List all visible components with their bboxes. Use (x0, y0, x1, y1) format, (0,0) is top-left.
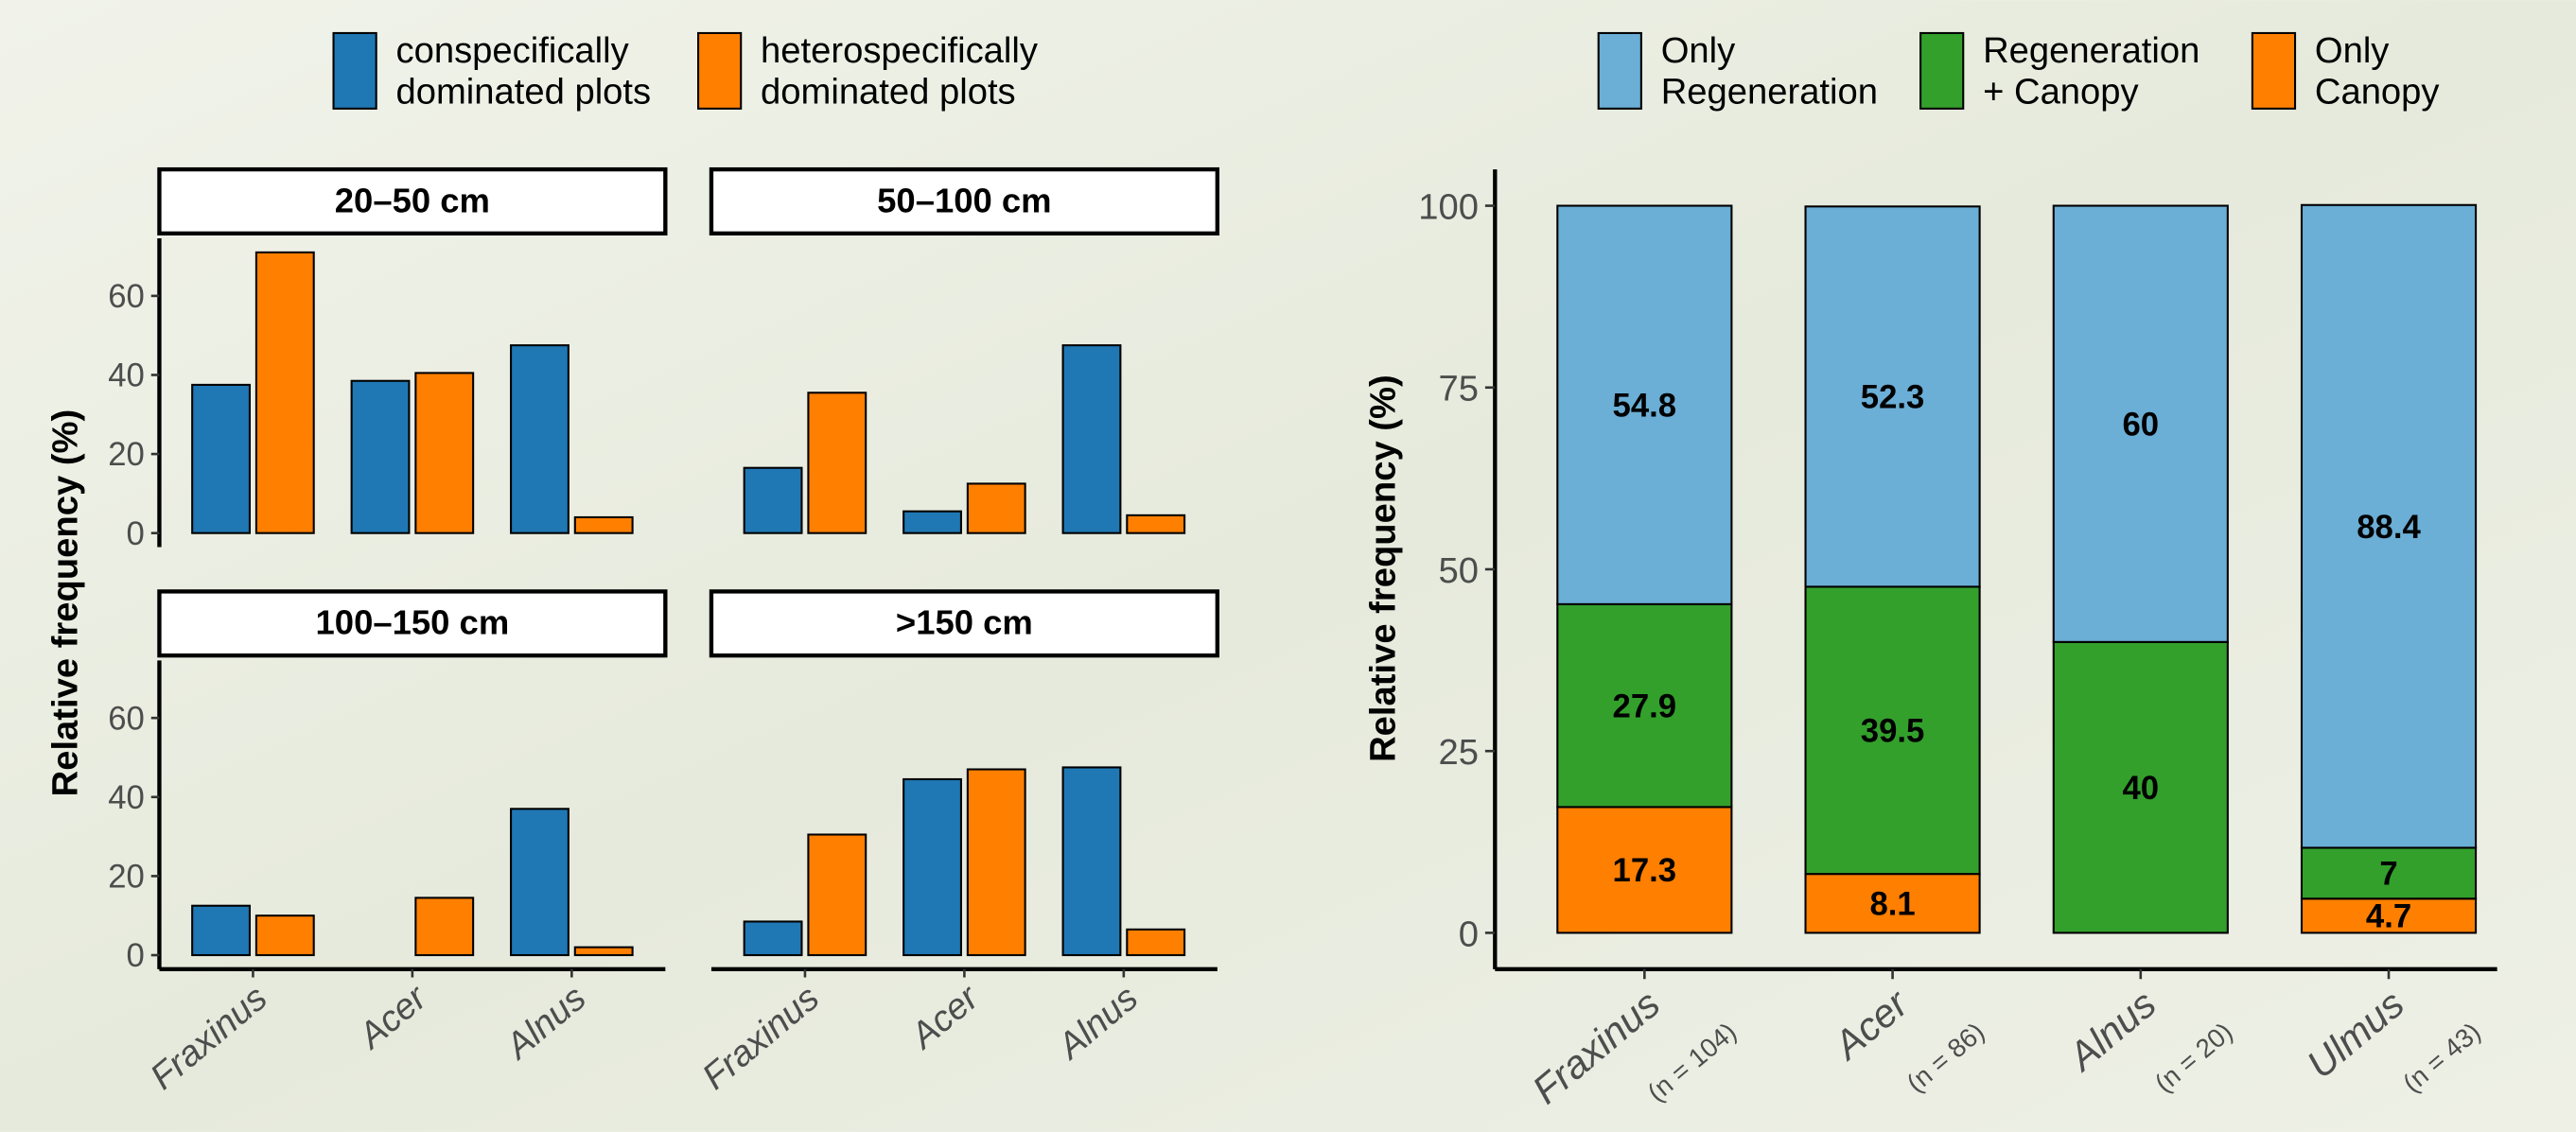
bar (1061, 766, 1122, 957)
bar-segment (2052, 204, 2229, 643)
bar (966, 482, 1026, 534)
data-label: 54.8 (1613, 388, 1677, 424)
bar (902, 777, 962, 957)
bar (1061, 344, 1122, 534)
data-label: 39.5 (1861, 713, 1925, 749)
data-label: 52.3 (1861, 380, 1925, 416)
y-tick-label: 40 (108, 780, 145, 816)
bar (414, 372, 475, 534)
legend-label: heterospecifically dominated plots (761, 30, 1039, 112)
y-tick-label: 25 (1438, 732, 1478, 773)
legend-swatch (1597, 31, 1642, 110)
bar-segment (1556, 204, 1733, 605)
bar (807, 833, 867, 957)
legend-swatch (1919, 31, 1965, 110)
data-label: 27.9 (1613, 688, 1677, 724)
data-label: 40 (2122, 771, 2159, 807)
bar (1126, 514, 1186, 534)
bar-segment (1556, 806, 1733, 934)
y-tick-label: 60 (108, 279, 145, 315)
facet-title: 50–100 cm (877, 181, 1051, 219)
y-tick-label: 60 (108, 701, 145, 737)
bar-segment (2300, 203, 2478, 849)
legend-swatch (697, 31, 743, 110)
bar-segment (2052, 640, 2229, 934)
bar (254, 914, 315, 957)
strip (709, 589, 1219, 658)
bar (191, 383, 252, 534)
y-tick-label: 20 (108, 437, 145, 473)
bar-segment (1804, 585, 1981, 876)
legend-label: conspecifically dominated plots (396, 30, 652, 112)
data-label: 17.3 (1613, 853, 1677, 889)
y-tick-label: 0 (127, 938, 145, 974)
legend-swatch (332, 31, 377, 110)
bar-segment (2300, 846, 2478, 900)
y-axis-title: Relative frequency (%) (45, 409, 86, 797)
data-label: 4.7 (2366, 898, 2411, 934)
y-tick-label: 50 (1438, 550, 1478, 591)
bar (966, 768, 1026, 957)
bar (1126, 928, 1186, 957)
y-tick-label: 0 (1459, 914, 1479, 954)
facet-title: >150 cm (896, 603, 1033, 642)
bar (743, 920, 803, 957)
y-tick-label: 40 (108, 358, 145, 394)
strip (709, 166, 1219, 236)
data-label: 7 (2379, 857, 2397, 893)
y-tick-label: 100 (1418, 186, 1479, 227)
bar-segment (1804, 205, 1981, 588)
bar (573, 946, 634, 957)
facet-title: 100–150 cm (316, 603, 510, 642)
y-tick-label: 75 (1438, 369, 1478, 409)
bar (414, 897, 475, 957)
bar (902, 510, 962, 534)
legend-label: Only Regeneration (1661, 30, 1878, 112)
strip (157, 589, 668, 658)
facet-title: 20–50 cm (335, 181, 490, 219)
bar (743, 466, 803, 534)
legend-swatch (2251, 31, 2297, 110)
data-label: 88.4 (2357, 510, 2421, 546)
data-label: 60 (2122, 407, 2159, 443)
legend-label: Only Canopy (2315, 30, 2441, 112)
data-label: 8.1 (1869, 886, 1915, 922)
y-tick-label: 0 (127, 516, 145, 552)
bar (573, 515, 634, 534)
bar-segment (1804, 873, 1981, 934)
bar (510, 808, 570, 957)
bar-segment (1556, 602, 1733, 809)
bar (350, 379, 411, 534)
bar (254, 251, 315, 534)
legend-label: Regeneration + Canopy (1983, 30, 2199, 112)
bar (510, 344, 570, 534)
y-axis-title: Relative frequency (%) (1362, 374, 1403, 762)
bar (807, 392, 867, 534)
strip (157, 166, 668, 236)
bar (191, 904, 252, 957)
y-tick-label: 20 (108, 860, 145, 896)
